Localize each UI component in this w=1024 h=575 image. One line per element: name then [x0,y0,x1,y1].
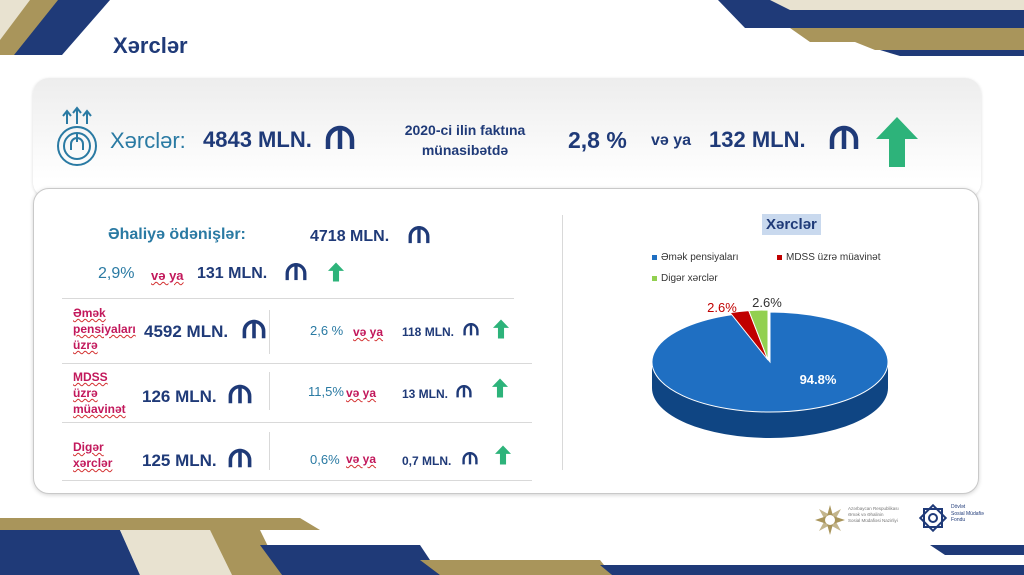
pie-chart: 94.8% 2.6% 2.6% [651,295,889,438]
row-percent: 11,5% [308,384,344,399]
table-divider [269,310,270,354]
up-arrow-icon [493,319,509,339]
up-arrow-icon [495,445,511,465]
comparison-line2: münasibətdə [421,142,509,158]
chart-title: Xərclər [762,214,821,235]
up-arrow-icon [876,117,918,167]
row-amount: 126 MLN. [142,387,217,406]
row-label: xərclər [73,456,113,470]
up-arrow-icon [492,378,508,398]
row-percent: 2,6 % [310,323,344,338]
pie-label-pensions: 94.8% [800,372,837,387]
row-delta: 0,7 MLN. [402,454,452,468]
fund-emblem-icon [918,503,948,533]
ministry-name-line: Sosial Müdafiəsi Nazirliyi [848,518,898,523]
manat-icon [829,125,859,149]
payments-label: Əhaliyə ödənişlər: [108,226,246,243]
row-label: MDSS [73,370,108,384]
fund-name-line: Dövlət [951,504,966,510]
pie-slice [748,309,769,361]
pie-slice-side [652,362,888,438]
manat-icon [285,263,307,281]
manat-icon [228,384,252,404]
row-delta: 13 MLN. [402,387,449,401]
summary-total: 4843 MLN. [203,127,312,152]
manat-icon [462,451,478,465]
fund-logo: Dövlət Sosial Müdafiə Fondu [918,501,998,537]
row-label: Digər [73,440,104,454]
legend-swatch [777,254,782,260]
manat-icon [242,319,266,339]
legend-label: Əmək pensiyaları [661,252,739,263]
legend-item-other: Digər xərclər [652,273,718,284]
ministry-logo: Azərbaycan Respublikası Əmək və Əhalinin… [815,503,915,537]
summary-percent: 2,8 % [568,127,627,153]
legend-item-mdss: MDSS üzrə müavinət [777,252,880,263]
ministry-name-line: Azərbaycan Respublikası [848,506,899,511]
payments-delta: 131 MLN. [197,265,268,282]
row-or: və ya [353,325,384,339]
legend-label: Digər xərclər [661,273,718,284]
row-delta: 118 MLN. [402,325,455,339]
manat-icon [463,322,479,336]
table-divider [62,422,532,423]
row-or: və ya [346,386,377,400]
legend-swatch [652,275,657,281]
comparison-line1: 2020-ci ilin faktına [404,122,526,138]
panel-divider [562,215,563,470]
row-percent: 0,6% [310,452,340,467]
table-divider [62,363,532,364]
row-label: müavinət [73,402,126,416]
manat-icon [456,384,472,398]
ministry-emblem-icon [815,505,845,535]
row-amount: 4592 MLN. [144,322,229,341]
legend-item-pensions: Əmək pensiyaları [652,252,739,263]
manat-icon [325,125,355,149]
row-label: üzrə [73,386,98,400]
summary-card [33,78,981,198]
table-divider [269,372,270,410]
row-label: Əmək [73,306,106,320]
summary-or: və ya [651,132,692,149]
payments-or: və ya [151,268,184,283]
payments-amount: 4718 MLN. [310,228,390,245]
row-label: üzrə [73,338,98,352]
manat-icon [228,448,252,468]
table-divider [269,432,270,470]
expenses-icon [57,106,97,166]
row-or: və ya [346,452,377,466]
payments-percent: 2,9% [98,265,135,282]
fund-name-line: Fondu [951,517,966,523]
pie-slice [651,311,889,413]
page-title: Xərclər [113,33,188,58]
up-arrow-icon [328,262,344,282]
ministry-name-line: Əmək və Əhalinin [848,512,884,517]
legend-label: MDSS üzrə müavinət [786,252,881,263]
pie-label-mdss: 2.6% [707,300,737,315]
fund-name-line: Sosial Müdafiə [951,510,984,517]
manat-icon [408,226,430,244]
row-label: pensiyaları [73,322,136,336]
table-divider [62,298,514,299]
pie-label-other: 2.6% [752,295,782,310]
row-amount: 125 MLN. [142,451,217,470]
summary-label: Xərclər: [110,128,186,153]
summary-delta: 132 MLN. [709,127,806,152]
table-divider [62,480,532,481]
legend-swatch [652,254,657,260]
